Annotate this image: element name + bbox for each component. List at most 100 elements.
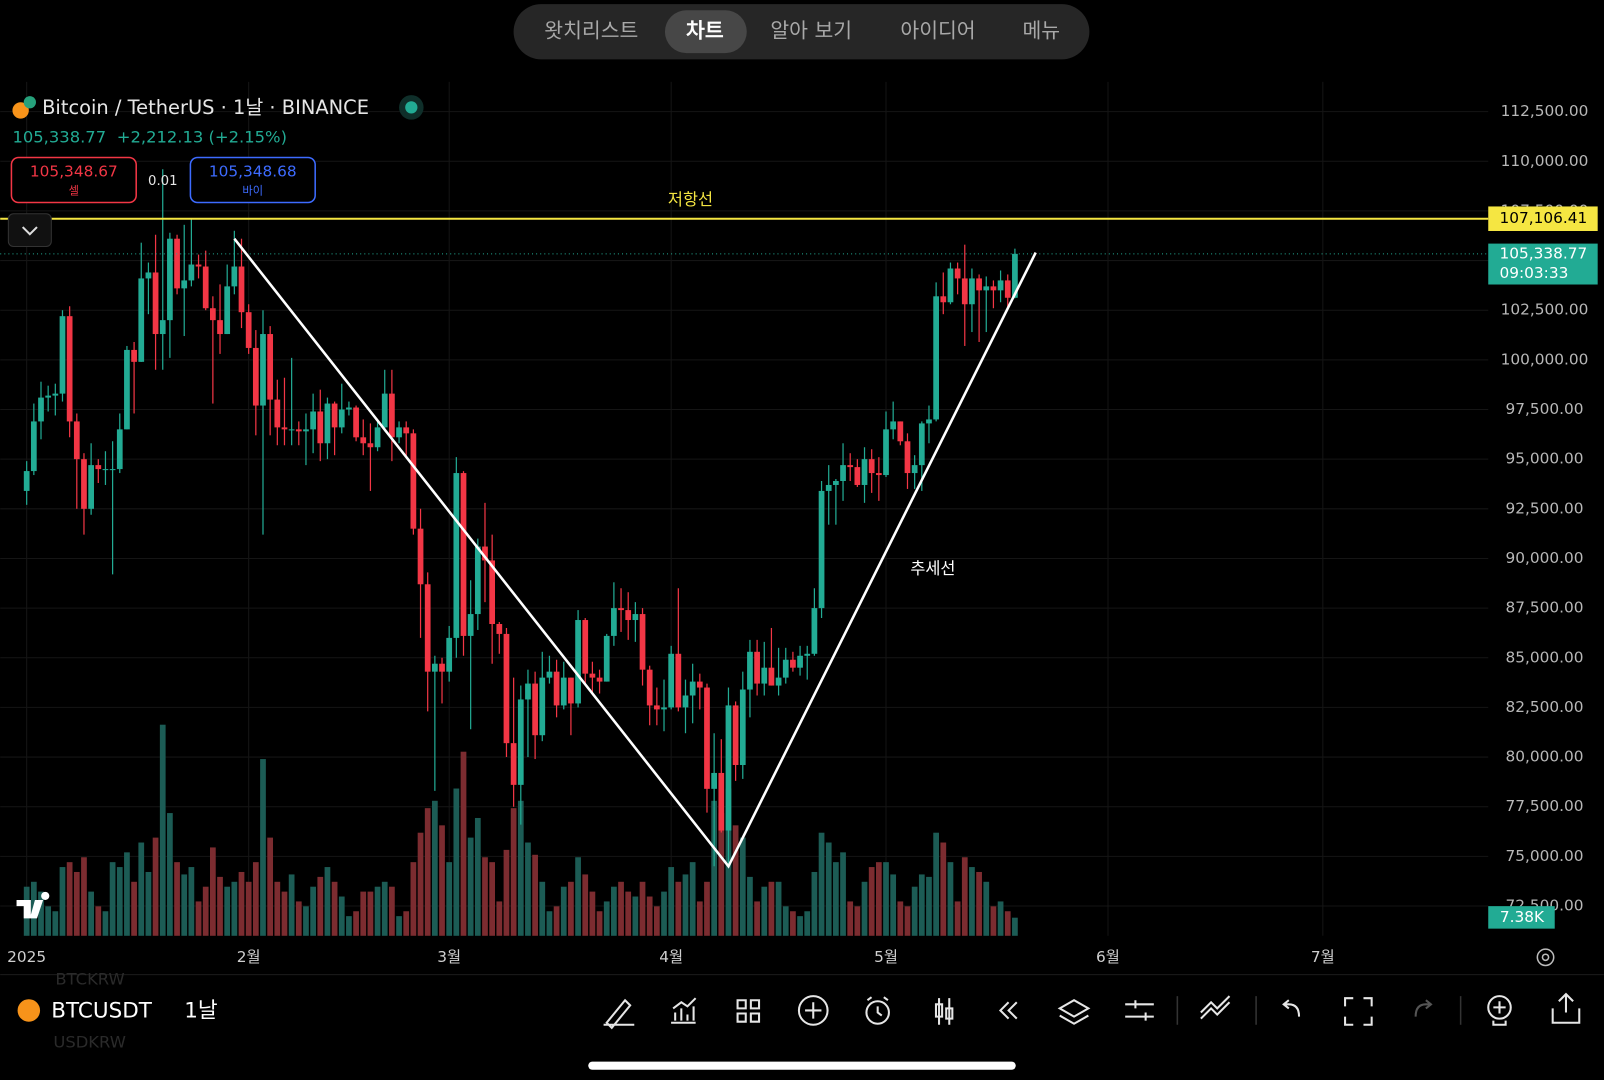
volume-bar bbox=[510, 808, 517, 936]
candle-body bbox=[446, 637, 453, 672]
volume-bar bbox=[833, 862, 839, 936]
y-tick-label: 90,000.00 bbox=[1505, 549, 1583, 567]
candle-body bbox=[30, 421, 37, 472]
volume-bar bbox=[224, 886, 231, 936]
candle-body bbox=[367, 443, 374, 448]
draw-tool[interactable] bbox=[603, 998, 635, 1030]
volume-bar bbox=[1004, 911, 1011, 936]
candle-body bbox=[833, 481, 839, 485]
settings-tool[interactable] bbox=[1125, 1000, 1154, 1021]
footer-interval[interactable]: 1날 bbox=[184, 998, 217, 1023]
candle-body bbox=[890, 421, 897, 430]
candle-body bbox=[969, 278, 975, 305]
candle-body bbox=[775, 677, 782, 686]
y-tick-label: 100,000.00 bbox=[1501, 350, 1589, 368]
volume-bar bbox=[238, 871, 245, 936]
spread: 0.01 bbox=[148, 174, 178, 189]
share-tool[interactable] bbox=[1551, 992, 1581, 1024]
quote-change: +2,212.13 (+2.15%) bbox=[117, 128, 287, 147]
candle-body bbox=[152, 272, 159, 335]
volume-bar bbox=[453, 788, 460, 936]
volume-bar bbox=[389, 886, 395, 936]
candle-body bbox=[95, 465, 102, 470]
volume-bar bbox=[131, 881, 137, 936]
nav-tab[interactable]: 차트 bbox=[686, 19, 724, 43]
volume-bar bbox=[890, 874, 897, 936]
volume-bar bbox=[560, 886, 567, 936]
volume-bar bbox=[811, 871, 818, 936]
volume-bar bbox=[646, 896, 653, 936]
volume-bar bbox=[482, 857, 488, 936]
candle-body bbox=[59, 316, 66, 394]
axis-settings-inner bbox=[1541, 953, 1550, 962]
idea-tool[interactable] bbox=[1487, 995, 1512, 1020]
nav-tab[interactable]: 알아 보기 bbox=[770, 19, 852, 43]
candle-body bbox=[45, 395, 52, 398]
volume-bar bbox=[804, 911, 811, 936]
volume-bar bbox=[969, 867, 975, 936]
sell-button[interactable] bbox=[10, 156, 137, 204]
nav-tab[interactable]: 메뉴 bbox=[1023, 19, 1061, 43]
alert-tool-hands bbox=[866, 996, 889, 1017]
x-tick-label: 6월 bbox=[1096, 948, 1120, 966]
candle-body bbox=[782, 659, 789, 678]
candle-body bbox=[525, 683, 531, 700]
add-tool[interactable] bbox=[797, 995, 829, 1026]
redo-tool bbox=[1414, 999, 1433, 1017]
volume-layer bbox=[23, 724, 1018, 936]
volume-bar bbox=[704, 881, 710, 936]
candle-body bbox=[575, 620, 581, 704]
volume-bar bbox=[167, 813, 173, 936]
candle-body bbox=[88, 465, 94, 509]
footer-symbol[interactable]: BTCUSDT bbox=[51, 998, 152, 1023]
layout-tool[interactable] bbox=[736, 999, 761, 1023]
compare-tool[interactable] bbox=[1200, 995, 1231, 1020]
candle-body bbox=[274, 399, 281, 428]
candle-body bbox=[188, 264, 195, 281]
axis-settings[interactable] bbox=[1536, 948, 1555, 967]
candle-body bbox=[990, 286, 997, 291]
volume-bar bbox=[274, 881, 281, 936]
replay-tool[interactable] bbox=[998, 1001, 1018, 1020]
volume-bar bbox=[625, 891, 632, 936]
candle-body bbox=[245, 312, 252, 348]
candle-body bbox=[854, 467, 861, 485]
indicator-tool[interactable] bbox=[671, 997, 697, 1024]
candle-body bbox=[897, 421, 904, 442]
y-tick-label: 92,500.00 bbox=[1505, 499, 1583, 517]
nav-tab[interactable]: 아이디어 bbox=[900, 19, 975, 43]
tv-logo bbox=[16, 891, 50, 919]
candle-body bbox=[947, 268, 954, 303]
volume-bar bbox=[739, 837, 746, 936]
candle-body bbox=[868, 459, 875, 474]
fullscreen-tool[interactable] bbox=[1344, 997, 1373, 1026]
candle-body bbox=[217, 320, 223, 335]
volume-bar bbox=[747, 876, 753, 936]
volume-bar bbox=[474, 817, 481, 936]
chart-type-tool[interactable] bbox=[934, 998, 954, 1025]
trend-line bbox=[233, 237, 1037, 869]
candle-body bbox=[295, 429, 302, 432]
candle-body bbox=[381, 393, 388, 428]
volume-bar bbox=[503, 849, 510, 936]
candle-body bbox=[439, 663, 445, 672]
volume-bar bbox=[568, 881, 574, 936]
candle-body bbox=[317, 411, 324, 444]
alert-tool[interactable] bbox=[865, 1000, 890, 1025]
nav-tab[interactable]: 왓치리스트 bbox=[544, 19, 638, 43]
candle-body bbox=[747, 651, 753, 690]
volume-bar bbox=[338, 896, 345, 936]
volume-bar bbox=[897, 901, 904, 936]
candle-body bbox=[424, 584, 431, 672]
undo-tool[interactable] bbox=[1282, 999, 1301, 1017]
buy-button[interactable] bbox=[189, 156, 316, 204]
y-tick-label: 82,500.00 bbox=[1505, 698, 1583, 716]
layers-tool[interactable] bbox=[1057, 999, 1091, 1025]
candle-body bbox=[797, 655, 803, 668]
candle-body bbox=[589, 673, 596, 678]
volume-bar bbox=[424, 808, 431, 936]
collapse-button[interactable] bbox=[7, 213, 52, 247]
symbol-title[interactable]: Bitcoin / TetherUS · 1날 · BINANCE bbox=[42, 96, 369, 119]
candle-body bbox=[303, 429, 309, 432]
volume-bar bbox=[797, 916, 803, 936]
